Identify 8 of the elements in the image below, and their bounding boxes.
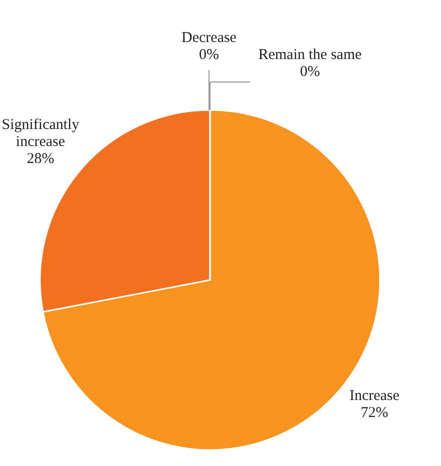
data-label: 72% (360, 404, 388, 421)
slice-label: Increase (349, 388, 400, 404)
data-label: 28% (26, 150, 54, 167)
category-label: Decrease (182, 30, 236, 46)
category-label: Remain the same (258, 47, 362, 63)
text: 0% (300, 64, 320, 80)
slice-label: Significantly increase (2, 116, 80, 150)
text: 0% (199, 47, 219, 63)
